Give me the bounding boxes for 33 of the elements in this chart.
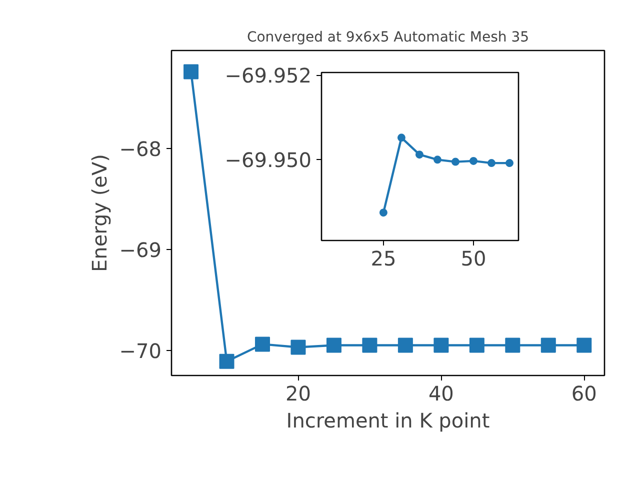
chart-title: Converged at 9x6x5 Automatic Mesh 35: [246, 30, 530, 46]
y-tick-label: −69.952: [224, 64, 312, 88]
point: [184, 64, 199, 80]
x-tick-label: 25: [370, 246, 396, 270]
point: [290, 340, 306, 355]
point: [434, 338, 449, 353]
x-tick-label: 60: [571, 382, 597, 406]
point: [397, 134, 406, 142]
point: [398, 338, 413, 353]
point: [415, 150, 424, 159]
y-tick-label: −70: [119, 338, 162, 363]
point: [451, 158, 460, 166]
point: [433, 156, 442, 164]
point: [487, 159, 496, 168]
point: [379, 208, 388, 217]
x-tick-label: 20: [286, 382, 311, 406]
point: [362, 338, 378, 353]
x-axis-title: Increment in K point: [286, 408, 490, 432]
y-tick-label: −68: [119, 136, 162, 161]
point: [540, 338, 556, 353]
y-axis-title: Energy (eV): [87, 154, 112, 272]
point: [469, 156, 478, 165]
point: [254, 336, 270, 352]
point: [469, 338, 484, 353]
point: [505, 338, 520, 353]
x-tick-label: 40: [428, 382, 454, 406]
y-tick-label: −69.950: [224, 148, 312, 172]
point: [505, 159, 514, 168]
point: [326, 338, 342, 353]
point: [219, 354, 234, 369]
y-tick-label: −69: [119, 238, 162, 262]
point: [576, 338, 592, 353]
x-tick-label: 50: [460, 246, 486, 270]
